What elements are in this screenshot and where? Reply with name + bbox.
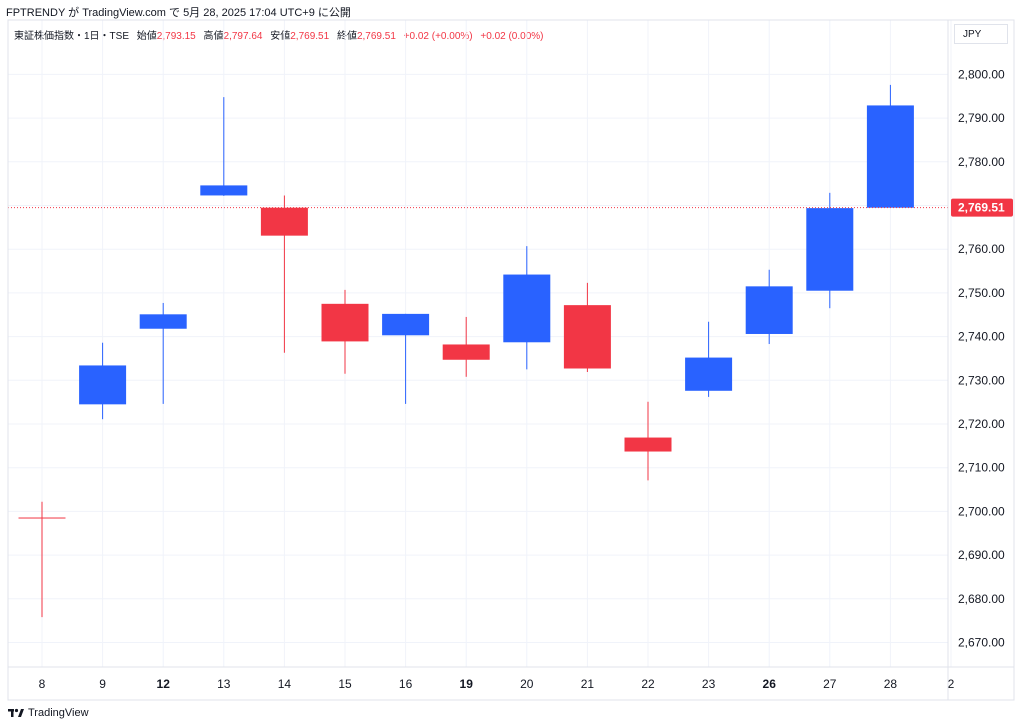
candle-body xyxy=(18,517,66,519)
candle-21 xyxy=(563,282,611,372)
price-tick-label: 2,750.00 xyxy=(958,286,1005,300)
price-tick-label: 2,800.00 xyxy=(958,67,1005,81)
open-value: 2,793.15 xyxy=(156,31,196,42)
price-axis[interactable]: 2,670.00 2,680.00 2,690.00 2,700.00 2,710.00… xyxy=(951,67,1013,650)
candle-12 xyxy=(139,302,187,404)
time-tick-label: 21 xyxy=(581,677,595,691)
price-tick-label: 2,740.00 xyxy=(958,330,1005,344)
candle-23 xyxy=(685,321,733,397)
open-label: 始値 xyxy=(136,31,157,42)
time-tick-label: 28 xyxy=(884,677,898,691)
time-tick-label: 26 xyxy=(763,677,777,691)
low-label: 安値 xyxy=(270,31,291,42)
time-axis[interactable]: 8 9 12 13 14 15 16 19 20 21 22 23 26 27 28 2 xyxy=(39,677,955,691)
time-tick-label: 16 xyxy=(399,677,413,691)
grid-lines xyxy=(8,20,952,667)
tradingview-brand[interactable]: TradingView xyxy=(8,706,89,720)
candle-body xyxy=(624,437,672,452)
price-tick-label: 2,730.00 xyxy=(958,373,1005,387)
close-label: 終値 xyxy=(336,31,357,42)
candle-15 xyxy=(321,289,369,374)
time-tick-label: 23 xyxy=(702,677,716,691)
time-tick-label: 15 xyxy=(338,677,352,691)
candle-body xyxy=(382,313,430,336)
time-tick-label: 19 xyxy=(460,677,474,691)
time-tick-label: 27 xyxy=(823,677,837,691)
candle-13 xyxy=(200,97,248,196)
candle-body xyxy=(139,314,187,329)
tradingview-logo-icon xyxy=(8,708,24,717)
candle-body xyxy=(563,305,611,369)
publish-banner: FPTRENDY が TradingView.com で 5月 28, 2025… xyxy=(6,7,351,19)
time-tick-label: 13 xyxy=(217,677,231,691)
candle-body xyxy=(866,105,914,208)
candle-26 xyxy=(745,269,793,345)
time-tick-label: 8 xyxy=(39,677,46,691)
price-tick-label: 2,690.00 xyxy=(958,548,1005,562)
candle-body xyxy=(503,274,551,343)
chart-frame xyxy=(7,19,1015,701)
price-tick-label: 2,700.00 xyxy=(958,504,1005,518)
price-tick-label: 2,720.00 xyxy=(958,417,1005,431)
price-tick-label: 2,780.00 xyxy=(958,155,1005,169)
candle-27 xyxy=(806,192,854,309)
candle-14 xyxy=(260,195,308,353)
price-tick-label: 2,760.00 xyxy=(958,242,1005,256)
time-tick-label: 9 xyxy=(99,677,106,691)
candle-20 xyxy=(503,246,551,370)
time-tick-label: 2 xyxy=(948,677,955,691)
time-tick-label: 14 xyxy=(278,677,292,691)
time-tick-label: 22 xyxy=(641,677,655,691)
price-tick-label: 2,710.00 xyxy=(958,461,1005,475)
currency-selector[interactable]: JPY xyxy=(954,24,1008,44)
candle-body xyxy=(260,207,308,236)
time-tick-label: 20 xyxy=(520,677,534,691)
last-price-tag xyxy=(951,198,1013,217)
candle-9 xyxy=(79,342,127,420)
high-value: 2,797.64 xyxy=(223,31,263,42)
candle-19 xyxy=(442,316,490,377)
candle-body xyxy=(685,357,733,391)
price-tick-label: 2,670.00 xyxy=(958,636,1005,650)
time-tick-label: 12 xyxy=(157,677,171,691)
candle-8 xyxy=(18,501,66,618)
candle-body xyxy=(745,286,793,334)
close-value: 2,769.51 xyxy=(356,31,396,42)
low-value: 2,769.51 xyxy=(290,31,330,42)
pane-borders xyxy=(7,19,1015,701)
change-value-2: +0.02 (0.00%) xyxy=(480,31,544,42)
high-label: 高値 xyxy=(203,31,224,42)
candle-body xyxy=(806,208,854,291)
candle-22 xyxy=(624,401,672,481)
last-price-tag-label: 2,769.51 xyxy=(958,201,1005,215)
candle-28 xyxy=(866,84,914,208)
change-value: +0.02 (+0.00%) xyxy=(403,31,473,42)
ohlc-legend: 東証株価指数・1日・TSE 始値2,793.15 高値2,797.64 安値2,… xyxy=(14,27,544,42)
candle-body xyxy=(321,303,369,342)
candle-body xyxy=(200,185,248,196)
candle-16 xyxy=(382,313,430,404)
price-tick-label: 2,680.00 xyxy=(958,592,1005,606)
candle-body xyxy=(442,344,490,360)
candles xyxy=(18,84,914,618)
symbol-label[interactable]: 東証株価指数・1日・TSE xyxy=(14,31,130,42)
brand-name: TradingView xyxy=(28,707,89,719)
candle-body xyxy=(79,365,127,405)
price-tick-label: 2,790.00 xyxy=(958,111,1005,125)
